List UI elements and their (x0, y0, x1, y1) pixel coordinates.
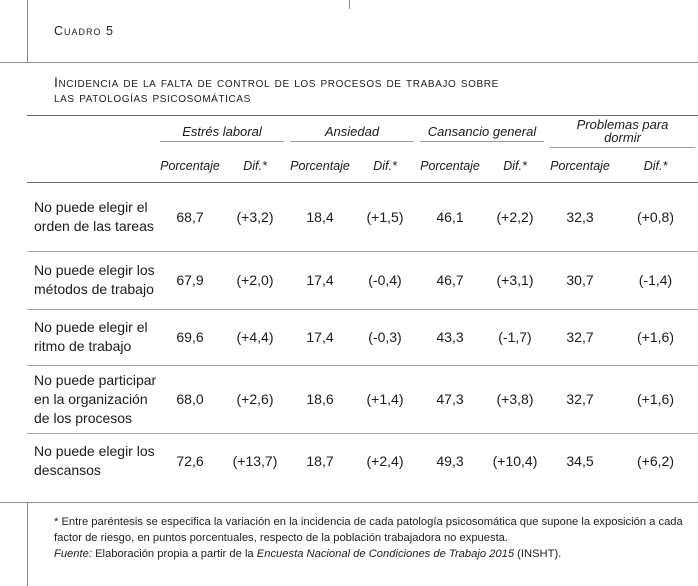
footnote: * Entre paréntesis se especifica la vari… (54, 514, 694, 562)
value-cell: 68,7 (157, 183, 223, 252)
value-cell: (-0,4) (353, 251, 417, 310)
value-cell: (+6,2) (637, 453, 674, 470)
group-header-row: Estrés laboral Ansiedad Cansancio genera… (27, 116, 698, 150)
value-cell: 43,3 (417, 309, 483, 366)
corner-cell (27, 116, 157, 150)
subheader-dif: Dif.* (373, 159, 397, 173)
subheader-porcentaje: Porcentaje (290, 159, 350, 173)
value-cell: 18,4 (287, 183, 353, 252)
value-cell: 46,1 (417, 183, 483, 252)
value-cell: (+0,8) (613, 183, 698, 252)
table-row: No puede elegir el ritmo de trabajo 69,6… (27, 309, 698, 366)
subheader-row: Porcentaje Dif.* Porcentaje Dif.* Porcen… (27, 150, 698, 183)
value-cell: (+3,8) (483, 365, 547, 434)
data-table: Estrés laboral Ansiedad Cansancio genera… (27, 115, 698, 489)
value-cell: (-1,4) (613, 251, 698, 310)
value-cell: (+2,6) (223, 365, 287, 434)
value-cell: 32,7 (547, 309, 613, 366)
table-row: No puede elegir los métodos de trabajo 6… (27, 251, 698, 310)
value-cell: (-1,7) (483, 309, 547, 366)
source-text-2: (INSHT). (517, 548, 562, 560)
table-row: No puede elegir los descansos 72,6 (+13,… (27, 433, 698, 489)
table-title: Incidencia de la falta de control de los… (54, 75, 654, 105)
value-cell: (+2,2) (483, 183, 547, 252)
row-label: No puede elegir los descansos (34, 443, 155, 479)
value-cell: 69,6 (157, 309, 223, 366)
value-cell: 30,7 (547, 251, 613, 310)
value-cell: 32,3 (547, 183, 613, 252)
frame-left-line-bottom (27, 502, 28, 586)
source-text-1: Elaboración propia a partir de la (95, 548, 254, 560)
value-cell: (+10,4) (492, 453, 538, 470)
table-row: No puede participar en la organización d… (27, 365, 698, 434)
value-cell: 68,0 (157, 365, 223, 434)
corner-cell-2 (27, 150, 157, 183)
value-cell: (+1,5) (353, 183, 417, 252)
value-cell: (+3,1) (483, 251, 547, 310)
footnote-source: Fuente: Elaboración propia a partir de l… (54, 546, 694, 562)
frame-top-tick (349, 0, 350, 9)
title-line-1: Incidencia de la falta de control de los… (54, 74, 499, 90)
row-label: No puede elegir el orden de las tareas (27, 183, 157, 252)
group-header-ansiedad: Ansiedad (287, 116, 417, 150)
value-cell: 32,7 (547, 365, 613, 434)
value-cell: 17,4 (287, 309, 353, 366)
value-cell: 47,3 (417, 365, 483, 434)
value-cell: (+4,4) (223, 309, 287, 366)
subheader-dif: Dif.* (503, 159, 527, 173)
value-cell: 18,7 (306, 453, 334, 470)
table-row: No puede elegir el orden de las tareas 6… (27, 183, 698, 252)
source-title: Encuesta Nacional de Condiciones de Trab… (256, 548, 515, 560)
bottom-rule (0, 502, 698, 503)
footnote-note: * Entre paréntesis se especifica la vari… (54, 516, 683, 544)
value-cell: (-0,3) (353, 309, 417, 366)
value-cell: (+1,6) (613, 365, 698, 434)
frame-left-line (27, 0, 28, 62)
value-cell: (+3,2) (223, 183, 287, 252)
group-header-dormir: Problemas para dormir (547, 116, 698, 150)
value-cell: (+1,6) (613, 309, 698, 366)
subheader-porcentaje: Porcentaje (160, 159, 220, 173)
row-label: No puede elegir los métodos de trabajo (27, 251, 157, 310)
value-cell: (+2,0) (223, 251, 287, 310)
subheader-porcentaje: Porcentaje (550, 159, 610, 173)
value-cell: (+2,4) (366, 453, 404, 470)
value-cell: 18,6 (287, 365, 353, 434)
group-header-cansancio: Cansancio general (417, 116, 547, 150)
value-cell: 34,5 (566, 453, 594, 470)
value-cell: 67,9 (157, 251, 223, 310)
value-cell: (+13,7) (232, 453, 278, 470)
subheader-dif: Dif.* (243, 159, 267, 173)
group-header-estres: Estrés laboral (157, 116, 287, 150)
row-label: No puede participar en la organización d… (27, 365, 157, 434)
table-label: Cuadro 5 (54, 24, 114, 38)
value-cell: (+1,4) (353, 365, 417, 434)
source-label: Fuente: (54, 548, 92, 560)
subheader-porcentaje: Porcentaje (420, 159, 480, 173)
value-cell: 46,7 (417, 251, 483, 310)
value-cell: 49,3 (436, 453, 464, 470)
row-label: No puede elegir el ritmo de trabajo (27, 309, 157, 366)
title-line-2: las patologías psicosomáticas (54, 89, 251, 105)
top-rule (0, 62, 698, 63)
value-cell: 17,4 (287, 251, 353, 310)
value-cell: 72,6 (176, 453, 204, 470)
subheader-dif: Dif.* (643, 159, 668, 173)
